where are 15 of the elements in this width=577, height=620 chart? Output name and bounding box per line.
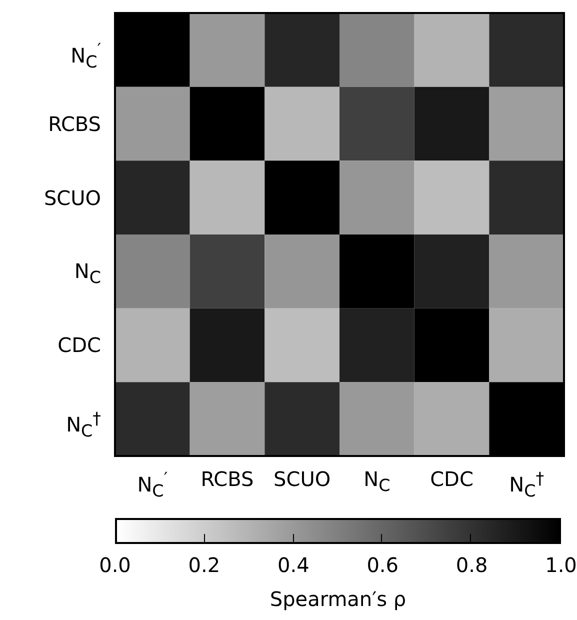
y-tick-label: N$_{C}$ — [74, 258, 101, 290]
y-tick-label: CDC — [58, 332, 101, 358]
color-bar-title: Spearman′s ρ — [268, 586, 408, 612]
color-bar-label: 0.6 — [366, 553, 400, 577]
color-bar-label: 0.2 — [187, 553, 222, 577]
y-tick-label: SCUO — [44, 184, 101, 211]
x-tick-label: CDC — [430, 467, 474, 491]
color-bar-label: 0.8 — [454, 553, 489, 577]
x-tick-label: SCUO — [274, 467, 331, 491]
x-tick-label: RCBS — [200, 467, 254, 491]
color-bar-label: 1.0 — [544, 553, 577, 577]
x-tick-label: N$_{C}$ — [364, 467, 390, 495]
y-tick-label: RCBS — [48, 110, 101, 137]
color-bar-label: 0.0 — [98, 553, 132, 577]
color-bar-label: 0.4 — [276, 553, 310, 577]
